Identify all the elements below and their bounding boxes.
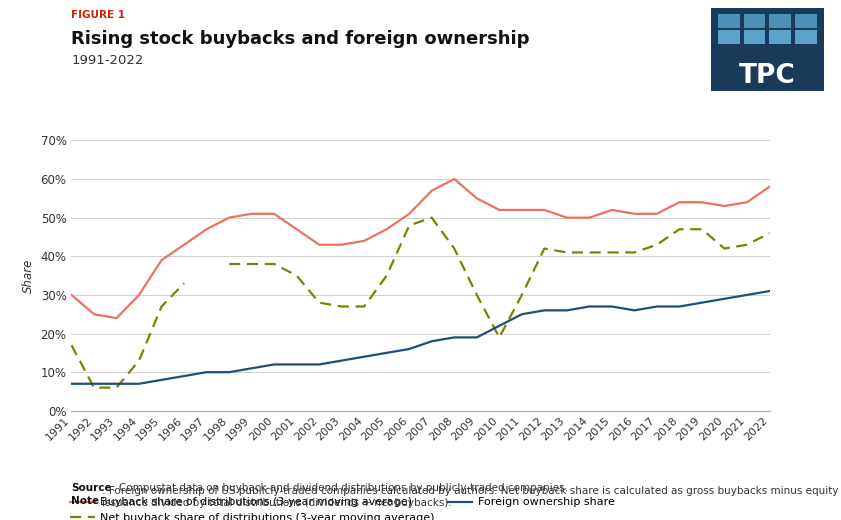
FancyBboxPatch shape [795,30,817,44]
FancyBboxPatch shape [743,15,765,28]
FancyBboxPatch shape [718,30,740,44]
Text: Source: Source [71,484,112,493]
Text: TPC: TPC [739,63,796,89]
Text: FIGURE 1: FIGURE 1 [71,10,125,20]
Text: 1991-2022: 1991-2022 [71,55,144,68]
FancyBboxPatch shape [743,30,765,44]
Text: : Foreign ownership of US publicly-traded companies calculated by authors. Net b: : Foreign ownership of US publicly-trade… [102,486,838,508]
Legend: Buyback share of distributions (3-year moving average), Net buyback share of dis: Buyback share of distributions (3-year m… [70,498,615,520]
FancyBboxPatch shape [770,15,791,28]
FancyBboxPatch shape [718,15,740,28]
Text: Note: Note [71,497,99,506]
Text: : Compustat data on buyback and dividend distributions by publicly-traded compan: : Compustat data on buyback and dividend… [112,484,568,493]
Y-axis label: Share: Share [22,258,35,293]
Text: Rising stock buybacks and foreign ownership: Rising stock buybacks and foreign owners… [71,30,530,48]
FancyBboxPatch shape [711,8,824,91]
FancyBboxPatch shape [795,15,817,28]
FancyBboxPatch shape [770,30,791,44]
